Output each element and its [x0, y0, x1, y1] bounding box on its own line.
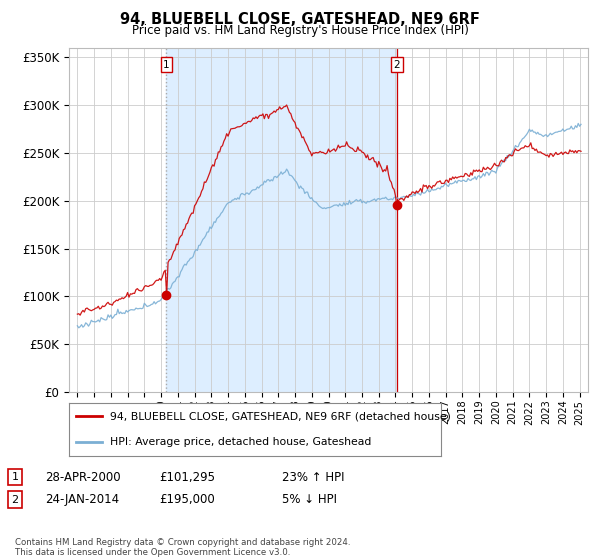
Text: Contains HM Land Registry data © Crown copyright and database right 2024.
This d: Contains HM Land Registry data © Crown c… — [15, 538, 350, 557]
Text: 94, BLUEBELL CLOSE, GATESHEAD, NE9 6RF: 94, BLUEBELL CLOSE, GATESHEAD, NE9 6RF — [120, 12, 480, 27]
Text: £101,295: £101,295 — [159, 470, 215, 484]
Text: 94, BLUEBELL CLOSE, GATESHEAD, NE9 6RF (detached house): 94, BLUEBELL CLOSE, GATESHEAD, NE9 6RF (… — [110, 412, 451, 422]
Text: 1: 1 — [11, 472, 19, 482]
Text: 28-APR-2000: 28-APR-2000 — [45, 470, 121, 484]
Text: 2: 2 — [11, 494, 19, 505]
Text: 2: 2 — [394, 60, 400, 70]
Text: 5% ↓ HPI: 5% ↓ HPI — [282, 493, 337, 506]
Text: 24-JAN-2014: 24-JAN-2014 — [45, 493, 119, 506]
Text: Price paid vs. HM Land Registry's House Price Index (HPI): Price paid vs. HM Land Registry's House … — [131, 24, 469, 36]
Text: 23% ↑ HPI: 23% ↑ HPI — [282, 470, 344, 484]
Bar — [166, 48, 397, 392]
Text: £195,000: £195,000 — [159, 493, 215, 506]
Text: 1: 1 — [163, 60, 170, 70]
Text: HPI: Average price, detached house, Gateshead: HPI: Average price, detached house, Gate… — [110, 436, 371, 446]
